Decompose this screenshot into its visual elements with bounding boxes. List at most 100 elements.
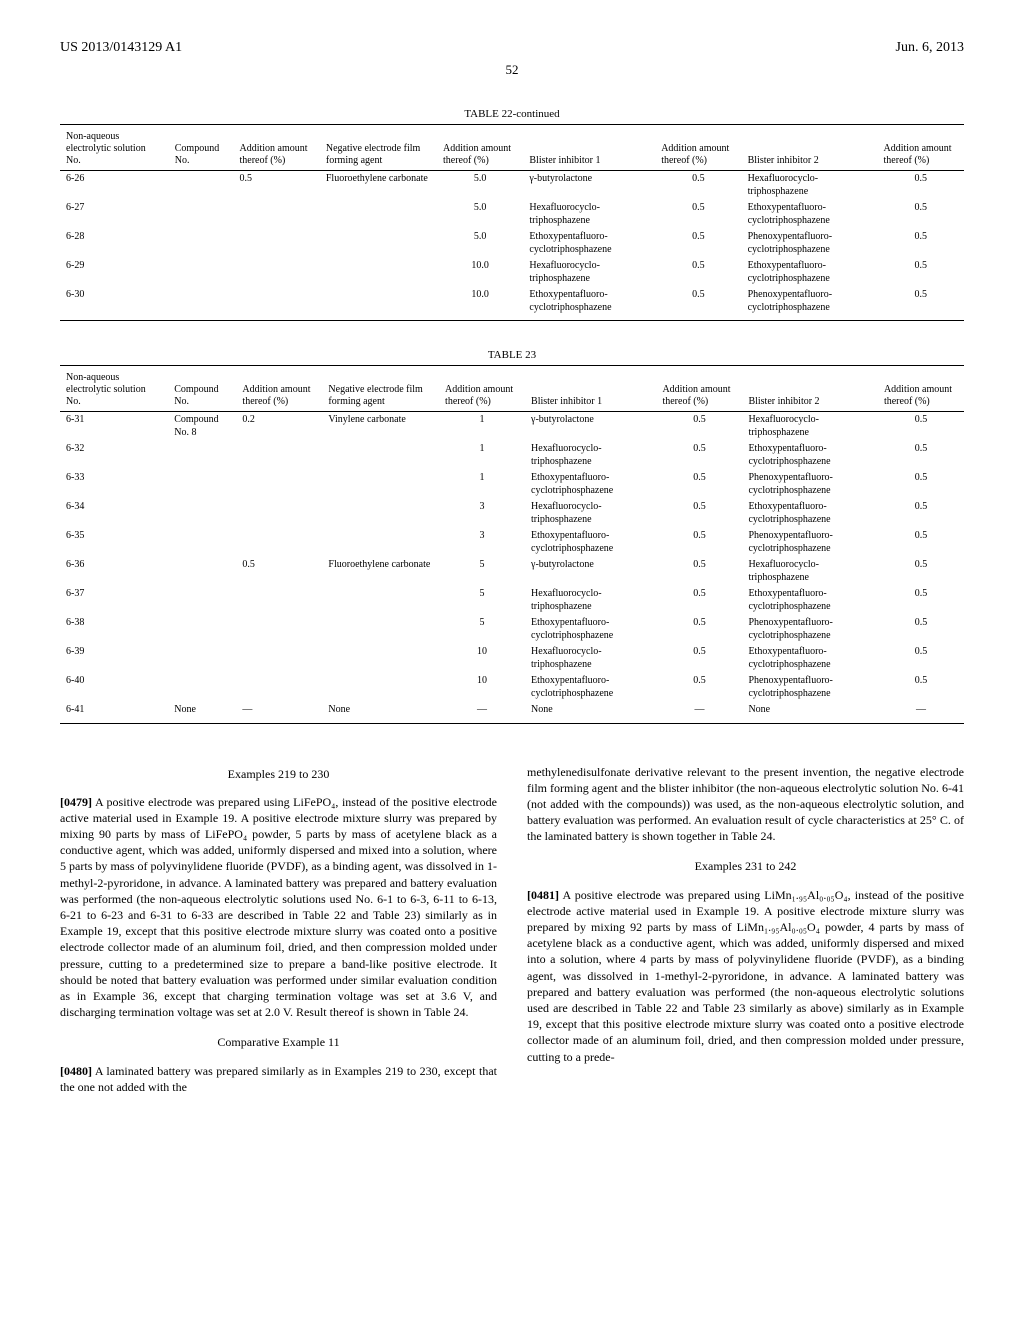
table-cell: 0.5 <box>878 412 964 442</box>
table-22-caption: TABLE 22-continued <box>60 108 964 120</box>
table-cell: 0.5 <box>655 258 741 287</box>
table-cell: Hexafluorocyclo-triphosphazene <box>523 200 655 229</box>
paragraph-0479: [0479] A positive electrode was prepared… <box>60 794 497 1021</box>
table-cell <box>236 673 322 702</box>
table-cell: Ethoxypentafluoro-cyclotriphosphazene <box>525 673 656 702</box>
table-cell: 6-38 <box>60 615 168 644</box>
table-cell <box>236 441 322 470</box>
table-cell: Ethoxypentafluoro-cyclotriphosphazene <box>523 287 655 321</box>
paragraph-0481: [0481] A positive electrode was prepared… <box>527 887 964 1065</box>
table-cell <box>320 258 437 287</box>
table-cell: 0.5 <box>878 287 964 321</box>
table-cell: 3 <box>439 528 525 557</box>
table-row: 6-4010Ethoxypentafluoro-cyclotriphosphaz… <box>60 673 964 702</box>
table-cell: 5 <box>439 615 525 644</box>
table-cell <box>169 287 234 321</box>
table-header-cell: Addition amount thereof (%) <box>236 366 322 412</box>
table-header-cell: Addition amount thereof (%) <box>439 366 525 412</box>
table-cell: 6-26 <box>60 171 169 201</box>
table-23-caption: TABLE 23 <box>60 349 964 361</box>
table-cell: None <box>525 702 656 723</box>
table-cell <box>236 470 322 499</box>
table-cell: 0.5 <box>878 528 964 557</box>
table-cell: 0.5 <box>878 229 964 258</box>
table-header-cell: Addition amount thereof (%) <box>656 366 742 412</box>
table-cell: Hexafluorocyclo-triphosphazene <box>742 171 878 201</box>
body-columns: Examples 219 to 230 [0479] A positive el… <box>60 752 964 1107</box>
table-header-cell: Blister inhibitor 2 <box>742 125 878 171</box>
table-cell: 5.0 <box>437 229 523 258</box>
table-cell: Ethoxypentafluoro-cyclotriphosphazene <box>742 499 878 528</box>
table-cell: 6-31 <box>60 412 168 442</box>
table-cell: 6-41 <box>60 702 168 723</box>
table-cell: γ-butyrolactone <box>525 557 656 586</box>
table-row: 6-3010.0Ethoxypentafluoro-cyclotriphosph… <box>60 287 964 321</box>
table-cell: Hexafluorocyclo-triphosphazene <box>525 644 656 673</box>
table-cell <box>168 528 236 557</box>
table-cell: 1 <box>439 470 525 499</box>
table-cell: 0.5 <box>878 441 964 470</box>
table-row: 6-275.0Hexafluorocyclo-triphosphazene0.5… <box>60 200 964 229</box>
right-column: methylenedisulfonate derivative relevant… <box>527 752 964 1107</box>
table-cell: 6-28 <box>60 229 169 258</box>
table-row: 6-31Compound No. 80.2Vinylene carbonate1… <box>60 412 964 442</box>
patent-number: US 2013/0143129 A1 <box>60 40 182 56</box>
table-cell <box>168 557 236 586</box>
table-cell: Ethoxypentafluoro-cyclotriphosphazene <box>742 258 878 287</box>
examples-231-242-heading: Examples 231 to 242 <box>527 858 964 874</box>
table-23: Non-aqueous electrolytic solution No.Com… <box>60 365 964 724</box>
para-text-0479: A positive electrode was prepared using … <box>60 795 497 1019</box>
table-header-cell: Addition amount thereof (%) <box>655 125 741 171</box>
table-cell: 0.5 <box>878 673 964 702</box>
table-header-cell: Blister inhibitor 1 <box>523 125 655 171</box>
table-cell: Phenoxypentafluoro-cyclotriphosphazene <box>742 673 878 702</box>
table-cell: Hexafluorocyclo-triphosphazene <box>742 412 878 442</box>
para-num-0479: [0479] <box>60 795 92 809</box>
table-cell <box>322 470 439 499</box>
table-row: 6-2910.0Hexafluorocyclo-triphosphazene0.… <box>60 258 964 287</box>
table-cell: Hexafluorocyclo-triphosphazene <box>525 441 656 470</box>
patent-date: Jun. 6, 2013 <box>896 40 964 56</box>
table-cell: None <box>322 702 439 723</box>
table-cell: Ethoxypentafluoro-cyclotriphosphazene <box>742 441 878 470</box>
table-cell: 6-37 <box>60 586 168 615</box>
table-cell: Phenoxypentafluoro-cyclotriphosphazene <box>742 615 878 644</box>
table-cell: 10 <box>439 644 525 673</box>
table-cell: Ethoxypentafluoro-cyclotriphosphazene <box>742 200 878 229</box>
table-cell: 10.0 <box>437 287 523 321</box>
table-cell: 0.5 <box>656 470 742 499</box>
table-cell: — <box>439 702 525 723</box>
table-cell <box>322 586 439 615</box>
table-cell <box>169 171 234 201</box>
table-cell: 0.5 <box>878 644 964 673</box>
page-number: 52 <box>60 62 964 78</box>
table-header-cell: Negative electrode film forming agent <box>320 125 437 171</box>
table-cell: 6-32 <box>60 441 168 470</box>
table-cell: γ-butyrolactone <box>525 412 656 442</box>
table-cell <box>322 615 439 644</box>
table-cell: — <box>878 702 964 723</box>
table-cell <box>168 673 236 702</box>
table-row: 6-260.5Fluoroethylene carbonate5.0γ-buty… <box>60 171 964 201</box>
table-cell: Hexafluorocyclo-triphosphazene <box>525 499 656 528</box>
table-cell: 0.5 <box>656 615 742 644</box>
table-cell: 6-34 <box>60 499 168 528</box>
table-cell <box>233 229 319 258</box>
table-cell: Ethoxypentafluoro-cyclotriphosphazene <box>742 586 878 615</box>
table-row: 6-360.5Fluoroethylene carbonate5γ-butyro… <box>60 557 964 586</box>
table-cell: 0.5 <box>656 412 742 442</box>
table-cell: 0.5 <box>656 673 742 702</box>
table-cell: 5.0 <box>437 171 523 201</box>
table-cell: 5.0 <box>437 200 523 229</box>
table-header-cell: Addition amount thereof (%) <box>878 366 964 412</box>
table-cell <box>322 673 439 702</box>
table-cell: Ethoxypentafluoro-cyclotriphosphazene <box>525 470 656 499</box>
para-text-0480: A laminated battery was prepared similar… <box>60 1064 497 1094</box>
table-row: 6-385Ethoxypentafluoro-cyclotriphosphaze… <box>60 615 964 644</box>
table-cell: 0.5 <box>878 171 964 201</box>
table-cell <box>320 287 437 321</box>
table-cell: 0.5 <box>656 528 742 557</box>
table-cell: Fluoroethylene carbonate <box>320 171 437 201</box>
right-column-continuation: methylenedisulfonate derivative relevant… <box>527 764 964 845</box>
table-cell: Compound No. 8 <box>168 412 236 442</box>
